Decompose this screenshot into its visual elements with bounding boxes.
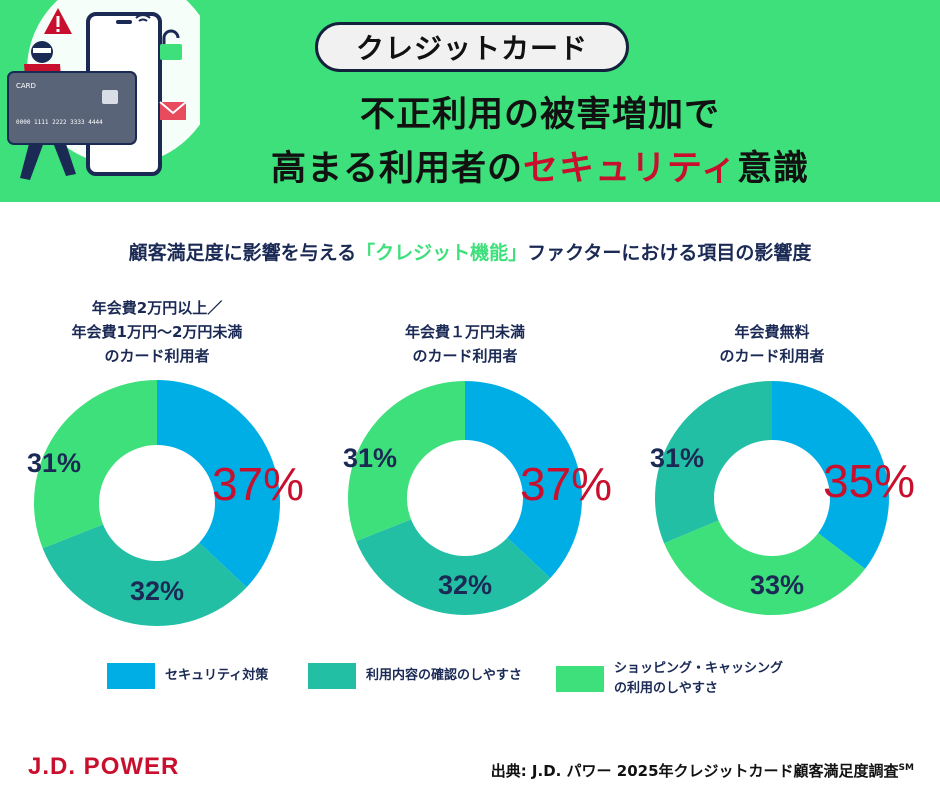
slice-value-label: 31% [650,443,704,473]
chart-3-title-line: 年会費無料 [734,323,810,341]
legend-item-shopping: ショッピング・キャッシング の利用のしやすさ [556,659,783,699]
source-citation: 出典: J.D. パワー 2025年クレジットカード顧客満足度調査SM [491,760,914,781]
header-banner: CARD 0000 1111 2222 3333 4444 クレジットカード 不… [0,0,940,202]
legend-swatch [107,663,155,689]
chart-1-title-line: 年会費1万円～2万円未満 [71,323,243,341]
slice-value-label: 35% [823,455,915,507]
legend-swatch [308,663,356,689]
title-line-2: 高まる利用者のセキュリティ意識 [190,140,890,191]
chart-1-title: 年会費2万円以上／ 年会費1万円～2万円未満 のカード利用者 [57,296,257,368]
title-line-1: 不正利用の被害増加で [359,95,720,135]
legend-label: 利用内容の確認のしやすさ [366,668,522,683]
title-accent: セキュリティ [523,149,737,189]
legend-label: ショッピング・キャッシング の利用のしやすさ [614,661,784,696]
chart-3-title: 年会費無料 のカード利用者 [672,320,872,368]
slice-value-label: 32% [130,576,184,606]
chart-2-title-line: のカード利用者 [412,347,518,365]
legend-swatch [556,666,604,692]
subtitle-prefix: 顧客満足度に影響を与える [128,242,357,264]
slice-value-label: 37% [212,458,304,510]
donut-slice [348,381,465,542]
legend-item-confirmation: 利用内容の確認のしやすさ [308,663,522,689]
chart-2-title: 年会費１万円未満 のカード利用者 [365,320,565,368]
donut-slice [655,381,772,544]
donut-slice [356,519,551,615]
title-line-2-suffix: 意識 [736,149,809,189]
slice-value-label: 31% [343,443,397,473]
title-line-2-prefix: 高まる利用者の [271,149,524,189]
chart-1-title-line: 年会費2万円以上／ [91,299,223,317]
jd-power-logo: J.D. POWER [28,753,180,780]
wifi-icon [135,14,151,22]
donut-slice [465,381,583,579]
card-number-text: 0000 1111 2222 3333 4444 [16,119,103,126]
donut-slice [33,380,158,549]
legend-item-security: セキュリティ対策 [107,663,268,689]
fraud-illustration: CARD 0000 1111 2222 3333 4444 [7,0,200,180]
donut-slice [772,381,889,569]
lock-icon [160,44,182,60]
chart-2-title-line: 年会費１万円未満 [404,323,525,341]
chart-subtitle: 顧客満足度に影響を与える「クレジット機能」ファクターにおける項目の影響度 [0,238,940,265]
slice-value-label: 37% [520,458,612,510]
donut-slice [42,524,247,626]
subtitle-highlight: 「クレジット機能」 [356,242,528,264]
legend-label: セキュリティ対策 [165,668,269,683]
donut-slice [157,380,280,588]
card-brand-text: CARD [16,82,36,90]
donut-slice [664,520,866,615]
slice-value-label: 31% [27,448,81,478]
slice-value-label: 32% [438,570,492,600]
chart-1-title-line: のカード利用者 [104,347,210,365]
chart-3-title-line: のカード利用者 [719,347,825,365]
source-text: 出典: J.D. パワー 2025年クレジットカード顧客満足度調査 [490,762,899,780]
service-mark: SM [898,763,914,773]
title-badge: クレジットカード [315,22,629,72]
subtitle-suffix: ファクターにおける項目の影響度 [527,242,812,264]
slice-value-label: 33% [750,570,804,600]
